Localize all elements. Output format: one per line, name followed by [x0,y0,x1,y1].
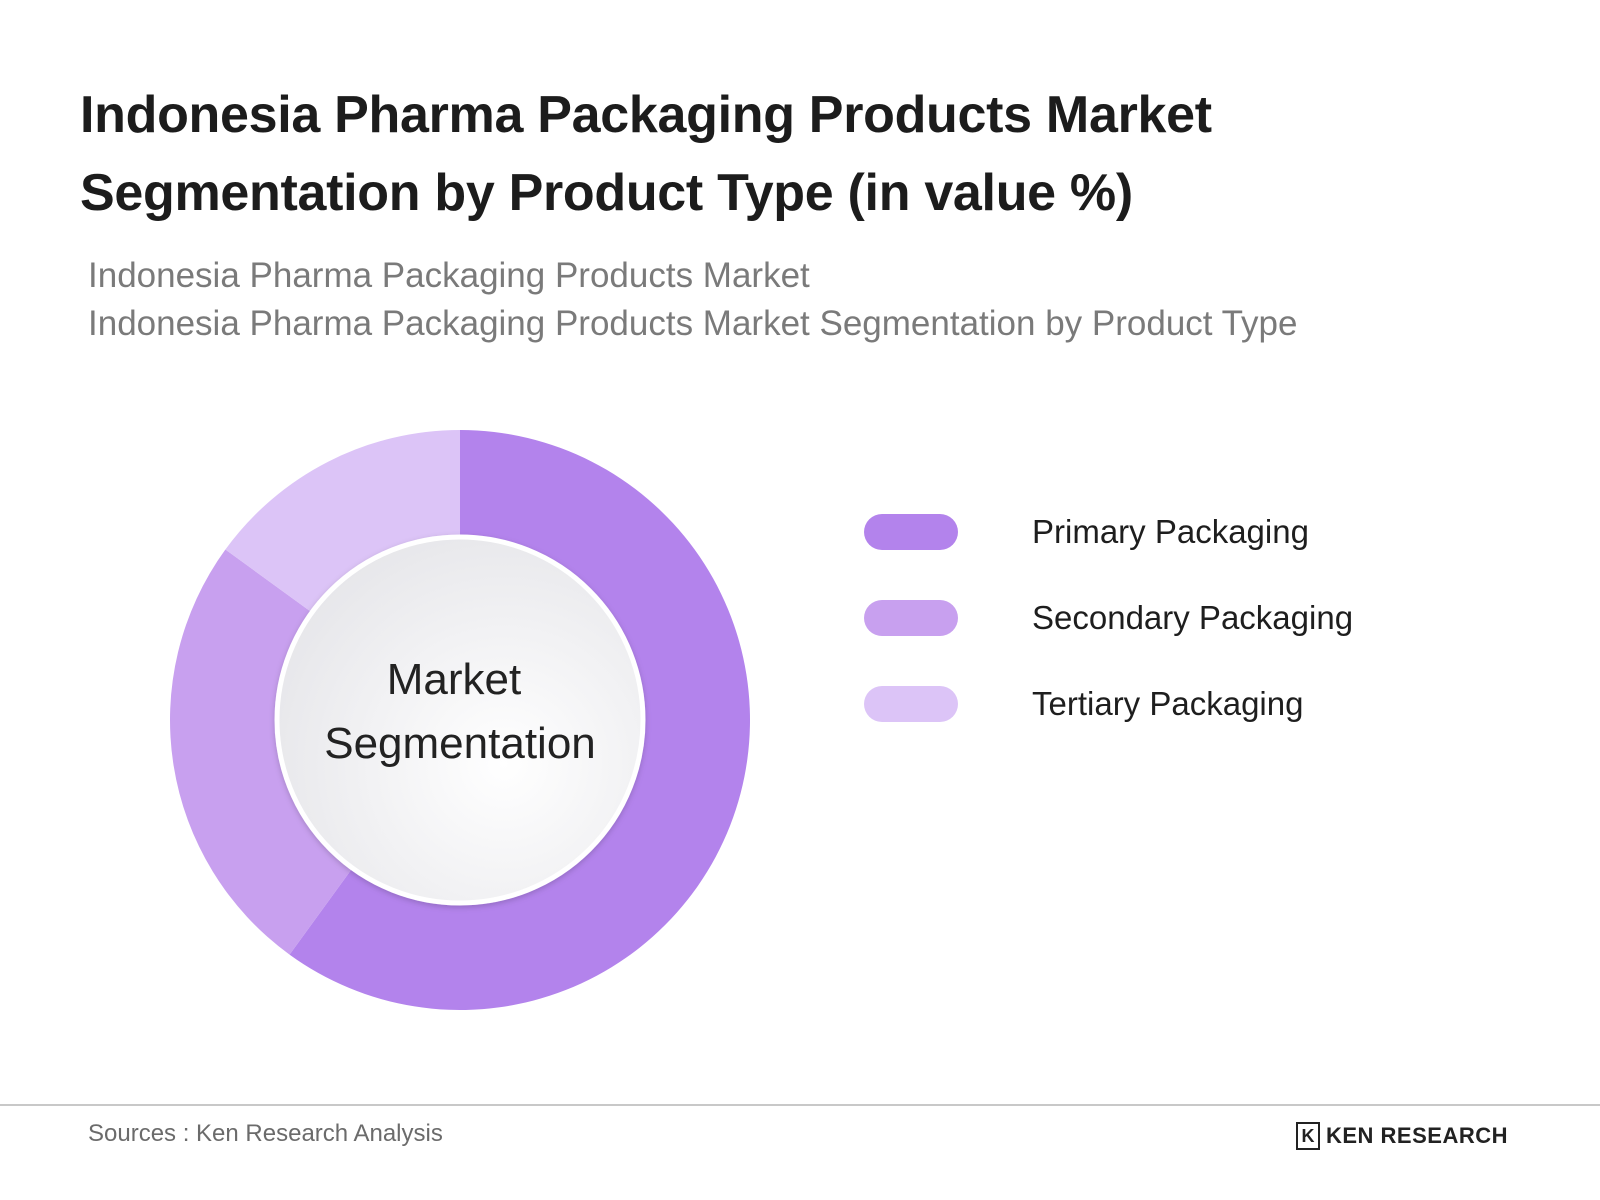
donut-chart: Market Segmentation [169,430,750,1010]
subtitle-line-1: Indonesia Pharma Packaging Products Mark… [88,256,810,295]
brand-logo: K KEN RESEARCH [1295,1122,1508,1150]
legend-swatch-tertiary [864,686,958,722]
chart-subtitle: Indonesia Pharma Packaging Products Mark… [88,252,1548,348]
legend-swatch-primary [864,514,958,550]
subtitle-line-2: Indonesia Pharma Packaging Products Mark… [88,304,1298,343]
legend-swatch-secondary [864,600,958,636]
center-label-line-2: Segmentation [324,719,596,768]
center-label-line-1: Market [387,655,521,704]
page-title: Indonesia Pharma Packaging Products Mark… [80,86,1212,222]
legend-label-primary: Primary Packaging [1032,513,1309,550]
source-note: Sources : Ken Research Analysis [88,1120,443,1147]
legend-label-secondary: Secondary Packaging [1032,599,1354,636]
legend-label-tertiary: Tertiary Packaging [1032,685,1304,722]
brand-name: KEN RESEARCH [1325,1123,1508,1148]
brand-mark-icon: K [1295,1122,1320,1150]
footer-divider [0,1104,1600,1106]
donut-center-disc [274,534,646,906]
